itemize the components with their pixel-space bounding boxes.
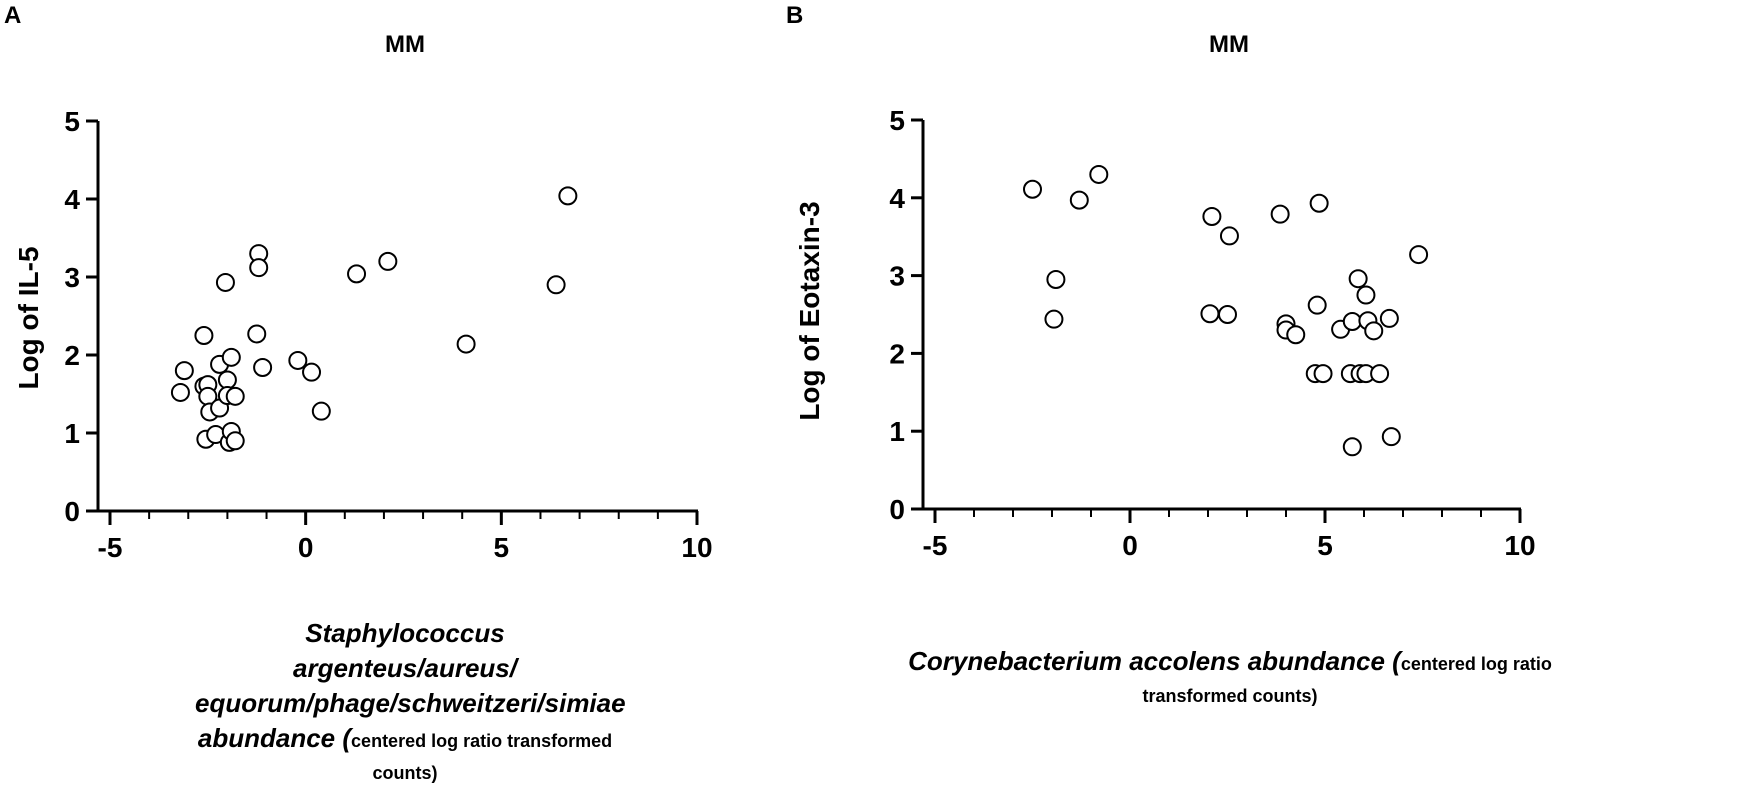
data-point-b [1364,321,1384,341]
data-point-b [1342,437,1362,457]
y-tick-label-a: 5 [64,106,80,137]
x-tick-label-b: 10 [1504,530,1535,561]
data-point-b [1219,226,1239,246]
data-point-a [546,275,566,295]
x-tick-label-b: 5 [1317,530,1333,561]
x-axis-label-a-paren: ( [342,723,352,753]
x-tick-label-a: -5 [98,532,123,563]
x-axis-label-b-main: Corynebacterium accolens abundance [908,646,1393,676]
x-tick-label-b: 0 [1122,530,1138,561]
y-tick-label-b: 3 [889,261,905,292]
data-point-a [170,382,190,402]
data-point-a [311,401,331,421]
data-point-a [194,326,214,345]
x-axis-label-b: Corynebacterium accolens abundance (cent… [890,646,1570,713]
y-tick-label-a: 0 [64,496,80,527]
data-point-b [1307,295,1327,315]
data-point-a [221,347,241,367]
x-axis-label-a: Staphylococcus argenteus/aureus/ equorum… [195,618,626,790]
data-point-a [249,258,269,278]
x-tick-label-a: 10 [681,532,712,563]
data-point-b [1348,269,1368,289]
x-tick-label-b: -5 [923,530,948,561]
data-point-b [1379,308,1399,328]
y-tick-label-a: 4 [64,184,80,215]
y-tick-label-a: 2 [64,340,80,371]
data-point-b [1218,305,1237,324]
data-point-b [1089,164,1109,184]
data-point-b [1202,206,1222,226]
data-point-a [247,324,267,344]
y-tick-label-b: 4 [889,183,905,214]
data-point-a [225,431,245,451]
y-tick-label-b: 5 [889,105,905,136]
data-point-b [1200,304,1220,324]
data-point-b [1044,309,1064,329]
data-point-a [253,357,273,377]
panel-letter-a: A [4,2,22,29]
x-tick-label-a: 0 [298,532,314,563]
data-point-b [1313,364,1333,384]
data-point-a [347,264,367,284]
data-point-b [1023,179,1042,199]
x-tick-label-a: 5 [494,532,510,563]
data-point-a [225,386,245,406]
x-axis-label-b-sub: centered log ratio transformed counts) [1142,654,1552,706]
chart-title-a: MM [385,31,425,58]
x-axis-label-b-paren: ( [1392,646,1401,676]
y-tick-label-b: 0 [889,494,905,525]
chart-title-b: MM [1209,31,1249,58]
y-tick-label-b: 2 [889,338,905,369]
y-tick-label-b: 1 [889,416,905,447]
data-point-b [1356,285,1376,305]
data-point-b [1270,204,1290,224]
data-point-b [1069,190,1089,210]
data-point-b [1381,427,1401,447]
data-point-a [174,361,194,381]
data-point-b [1286,325,1306,345]
data-point-b [1309,193,1329,213]
data-point-a [217,370,237,390]
data-point-b [1046,269,1066,289]
x-axis-label-a-sub: centered log ratio transformed counts) [351,731,613,783]
data-point-b [1342,312,1362,332]
data-point-b [1370,364,1390,384]
data-point-a [558,186,578,206]
data-point-a [378,251,398,271]
data-point-a [215,272,235,292]
y-tick-label-a: 3 [64,262,80,293]
data-point-b [1409,245,1429,265]
data-point-a [456,334,476,354]
y-tick-label-a: 1 [64,418,80,449]
data-point-a [288,350,308,370]
panel-letter-b: B [786,2,804,29]
x-axis-label-a-main: Staphylococcus argenteus/aureus/ equorum… [195,618,626,753]
data-point-a [302,362,322,382]
